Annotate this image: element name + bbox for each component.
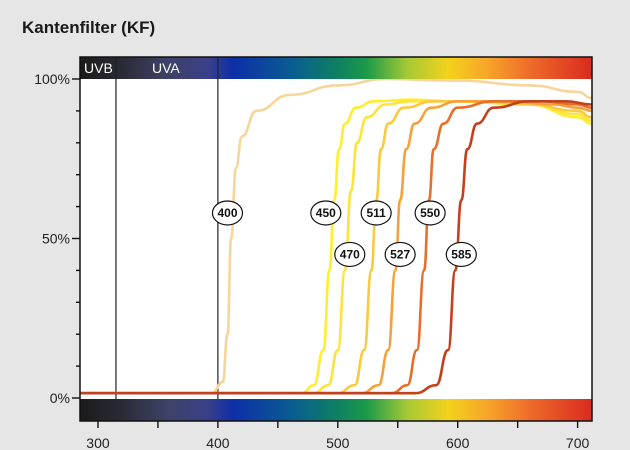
- x-tick-label: 400: [206, 435, 230, 450]
- x-tick-label: 300: [86, 435, 110, 450]
- y-tick-label: 100%: [34, 71, 70, 87]
- curve-label-470: 470: [340, 247, 360, 261]
- curve-label-527: 527: [390, 247, 410, 261]
- curve-label-badge-450: [310, 200, 342, 226]
- curve-label-badge-550: [414, 200, 446, 226]
- curve-label-400: 400: [217, 206, 237, 220]
- region-label-uva: UVA: [152, 60, 180, 76]
- y-tick-label: 50%: [42, 231, 70, 247]
- x-tick-label: 600: [446, 435, 470, 450]
- x-tick-label: 700: [566, 435, 590, 450]
- curve-label-badge-585: [445, 241, 477, 268]
- curve-527: [80, 99, 592, 395]
- x-tick-label: 500: [326, 435, 350, 450]
- curve-label-badge-470: [334, 241, 366, 268]
- curve-label-badge-527: [384, 241, 416, 268]
- curve-label-550: 550: [420, 206, 440, 220]
- curve-label-badge-400: [211, 200, 244, 226]
- chart-title: Kantenfilter (KF): [22, 18, 156, 37]
- curve-label-450: 450: [316, 206, 336, 220]
- plot-layer: UVB UVA 400 450 470 511 527 550 585 100% 50% 0% 300 4…: [34, 56, 593, 450]
- region-label-uvb: UVB: [84, 60, 113, 76]
- curve-585: [80, 99, 592, 395]
- curve-label-585: 585: [451, 247, 471, 261]
- spectrum-band-top: [80, 57, 592, 79]
- curve-400: [80, 79, 592, 395]
- curve-label-511: 511: [366, 206, 386, 220]
- spectrum-band-bottom: [80, 399, 592, 421]
- plot-area: [80, 57, 592, 421]
- y-tick-label: 0%: [50, 390, 70, 406]
- curve-label-badge-511: [360, 200, 392, 226]
